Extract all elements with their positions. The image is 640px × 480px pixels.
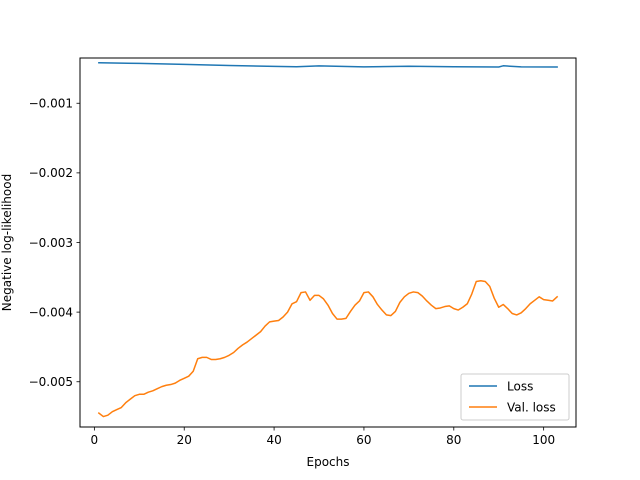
x-axis-label: Epochs <box>307 455 350 469</box>
x-tick-label: 60 <box>356 433 371 447</box>
x-tick-label: 0 <box>91 433 99 447</box>
legend: Loss Val. loss <box>460 373 570 421</box>
y-tick-label: −0.003 <box>29 236 73 250</box>
plot-area-background <box>80 58 576 427</box>
x-tick-label: 80 <box>446 433 461 447</box>
x-axis-ticks: 0 20 40 60 80 100 <box>91 427 555 447</box>
y-axis-label: Negative log-likelihood <box>0 174 14 311</box>
y-tick-label: −0.001 <box>29 97 73 111</box>
y-tick-label: −0.005 <box>29 375 73 389</box>
legend-label-val-loss: Val. loss <box>507 401 556 415</box>
y-axis-ticks: −0.001 −0.002 −0.003 −0.004 −0.005 <box>29 97 80 389</box>
x-tick-label: 100 <box>532 433 555 447</box>
y-tick-label: −0.004 <box>29 305 73 319</box>
legend-label-loss: Loss <box>507 380 533 394</box>
y-tick-label: −0.002 <box>29 166 73 180</box>
x-tick-label: 40 <box>266 433 281 447</box>
series-line-loss <box>98 62 558 68</box>
x-tick-label: 20 <box>177 433 192 447</box>
series-layer <box>97 62 559 418</box>
plot-frame <box>79 57 577 428</box>
series-line-val-loss <box>97 280 559 418</box>
